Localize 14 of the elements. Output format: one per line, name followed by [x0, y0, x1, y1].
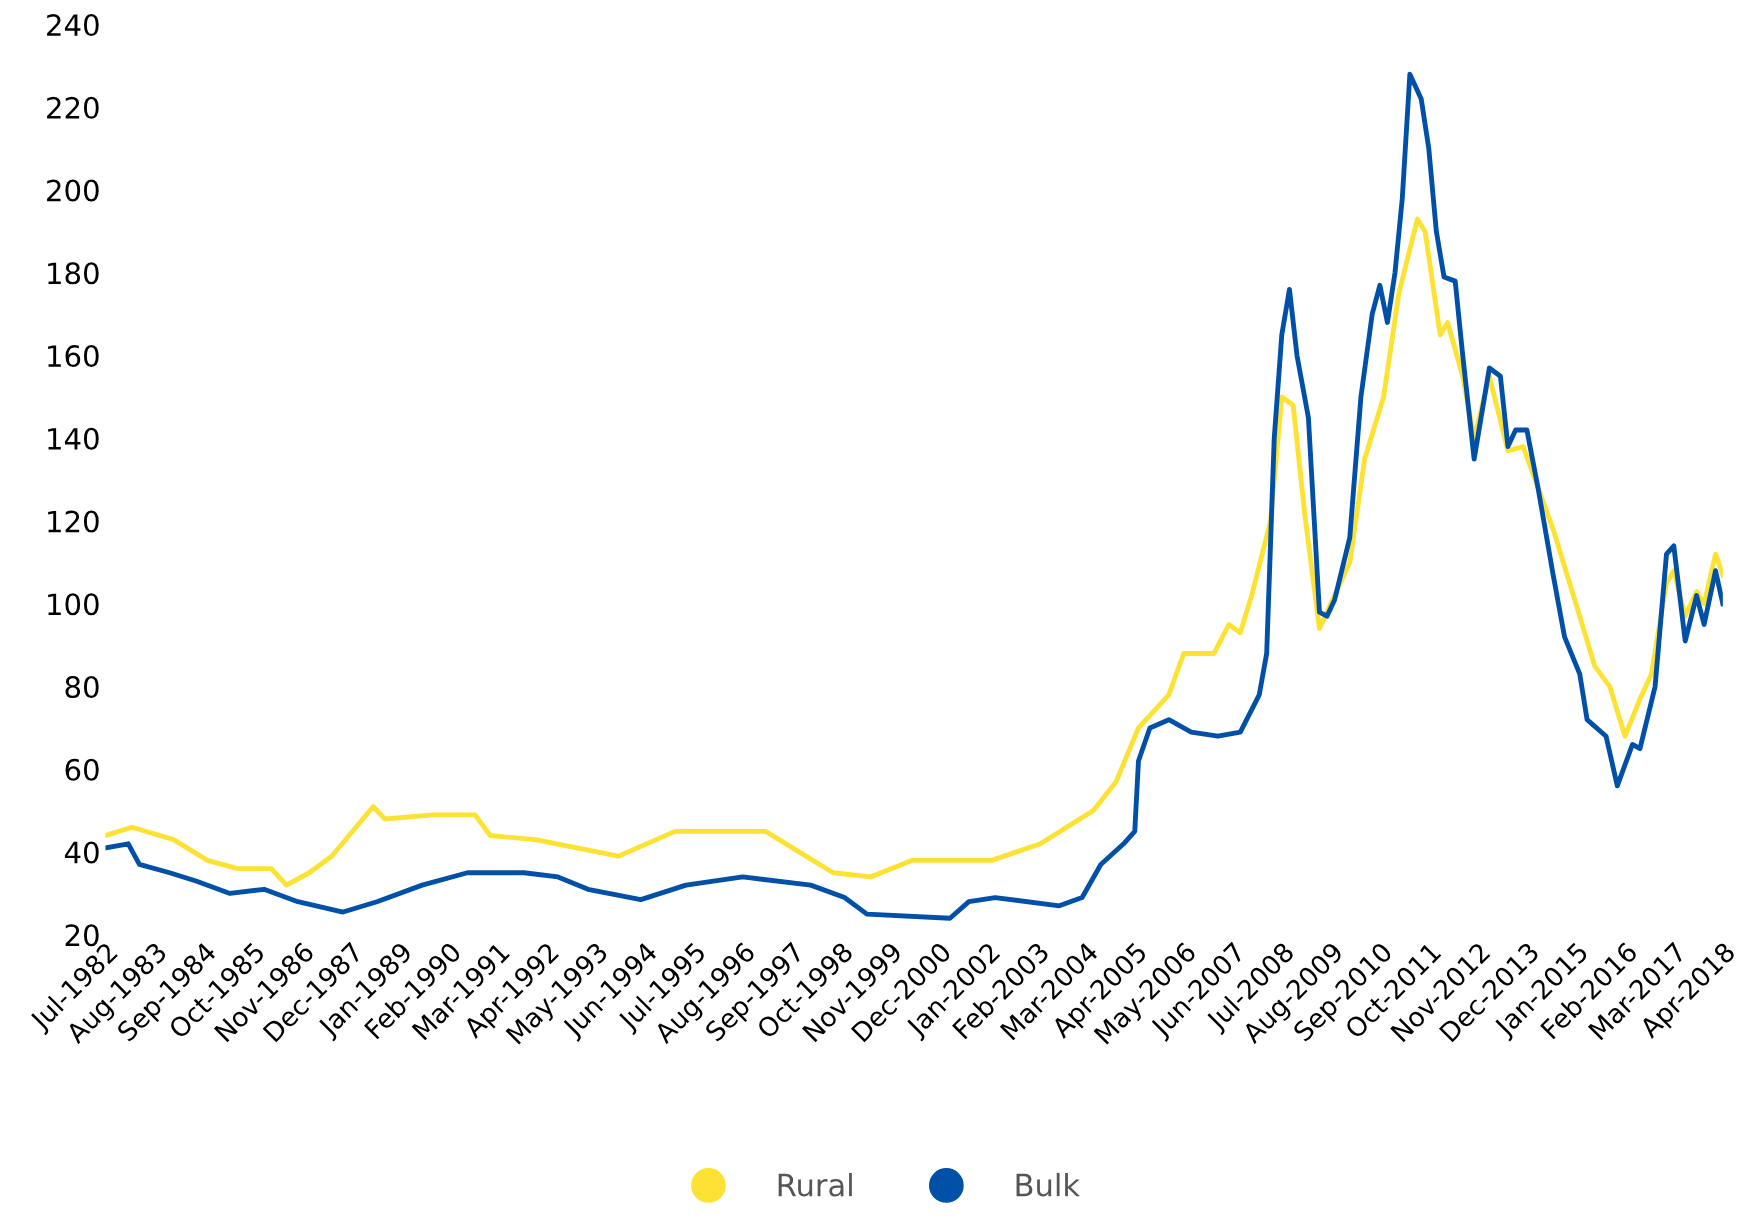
y-tick-label: 60: [65, 758, 99, 781]
y-tick-label: 220: [47, 96, 99, 119]
y-tick-label: 200: [47, 179, 99, 202]
legend-label: Bulk: [1016, 1172, 1080, 1197]
y-tick-label: 100: [48, 593, 99, 616]
line-series: [105, 71, 1723, 921]
legend-label: Rural: [778, 1172, 852, 1197]
y-tick-label: 40: [64, 841, 99, 864]
y-tick-label: 140: [48, 427, 99, 450]
y-tick-label: 160: [48, 345, 99, 368]
y-tick-label: 120: [48, 510, 99, 533]
y-tick-label: 240: [47, 14, 99, 37]
y-tick-label: 80: [65, 676, 99, 699]
y-tick-label: 180: [48, 262, 99, 285]
